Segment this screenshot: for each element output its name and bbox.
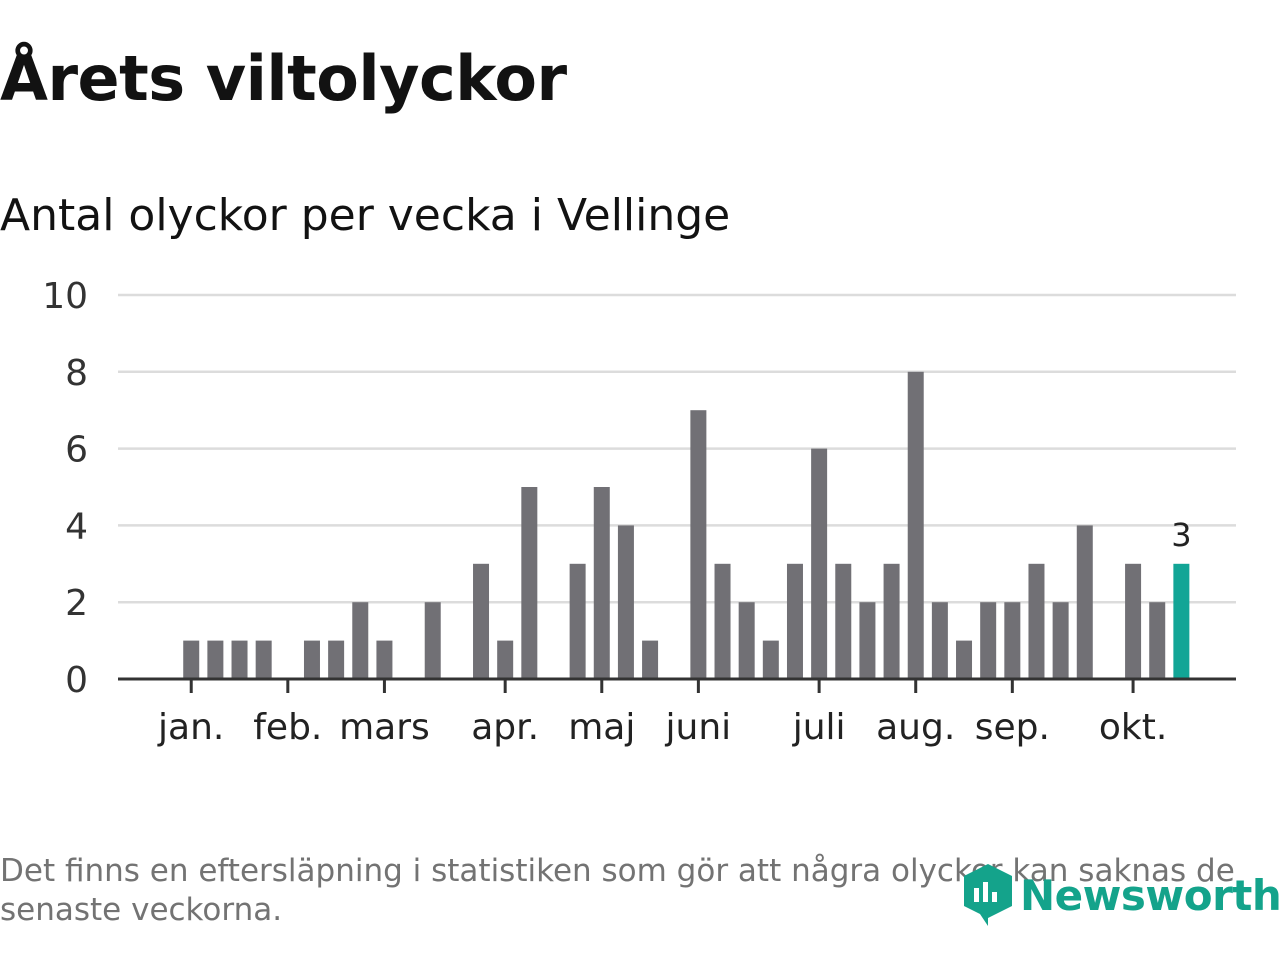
bar	[255, 640, 272, 679]
bar-chart: 0 2 4 6 8 10 jan. feb. mars apr. maj juni juli aug. s…	[42, 276, 1236, 748]
x-tick-label: juni	[665, 707, 732, 748]
bar	[1052, 602, 1069, 679]
bar	[352, 602, 369, 679]
newsworthy-logo-icon	[964, 864, 1012, 926]
bar	[811, 448, 828, 679]
bar	[690, 410, 707, 679]
y-tick-label: 8	[65, 353, 88, 394]
bar	[883, 563, 900, 679]
y-tick-label: 2	[65, 583, 88, 624]
bar	[1028, 563, 1045, 679]
bar	[907, 371, 924, 679]
bar	[521, 487, 538, 679]
data-labels: 3	[1171, 516, 1191, 554]
footnote: Det finns en eftersläpning i statistiken…	[0, 853, 1235, 928]
bar	[714, 563, 731, 679]
bar	[1004, 602, 1021, 679]
bar	[956, 640, 973, 679]
x-tick-label: jan.	[157, 707, 224, 748]
x-tick-label: mars	[339, 707, 430, 748]
x-tick-label: juli	[792, 707, 846, 748]
x-tick-label: okt.	[1099, 707, 1167, 748]
bar	[1125, 563, 1142, 679]
bar	[328, 640, 345, 679]
bar	[183, 640, 200, 679]
data-label-last: 3	[1171, 516, 1191, 554]
bar	[762, 640, 779, 679]
bar	[231, 640, 248, 679]
x-tick-label: feb.	[253, 707, 322, 748]
bar	[569, 563, 586, 679]
bar	[593, 487, 610, 679]
y-tick-label: 4	[65, 506, 88, 547]
bar	[376, 640, 393, 679]
gridlines	[118, 293, 1236, 604]
chart-title: Årets viltolyckor	[0, 42, 567, 115]
brand: Newsworthy	[962, 862, 1280, 928]
y-tick-label: 6	[65, 430, 88, 471]
y-tick-label: 10	[42, 276, 88, 317]
bar-highlight	[1173, 563, 1190, 679]
bar	[1076, 525, 1093, 679]
bar	[642, 640, 659, 679]
x-tick-label: sep.	[975, 707, 1050, 748]
bar	[497, 640, 514, 679]
y-axis-ticks: 0 2 4 6 8 10	[42, 276, 88, 701]
chart-subtitle: Antal olyckor per vecka i Vellinge	[0, 190, 731, 241]
bar	[835, 563, 852, 679]
x-axis-ticks: jan. feb. mars apr. maj juni juli aug. sep. okt.	[157, 679, 1167, 748]
bar	[738, 602, 755, 679]
brand-name: Newsworthy	[1020, 870, 1280, 920]
x-tick-label: apr.	[471, 707, 539, 748]
bar	[303, 640, 320, 679]
bar	[859, 602, 876, 679]
bar	[931, 602, 948, 679]
bar	[424, 602, 441, 679]
bar	[207, 640, 224, 679]
bars	[183, 371, 1190, 679]
bar	[473, 563, 490, 679]
x-tick-label: maj	[568, 707, 635, 748]
y-tick-label: 0	[65, 660, 88, 701]
x-tick-label: aug.	[876, 707, 955, 748]
bar	[1149, 602, 1166, 679]
bar	[786, 563, 803, 679]
bar	[617, 525, 634, 679]
bar	[980, 602, 997, 679]
